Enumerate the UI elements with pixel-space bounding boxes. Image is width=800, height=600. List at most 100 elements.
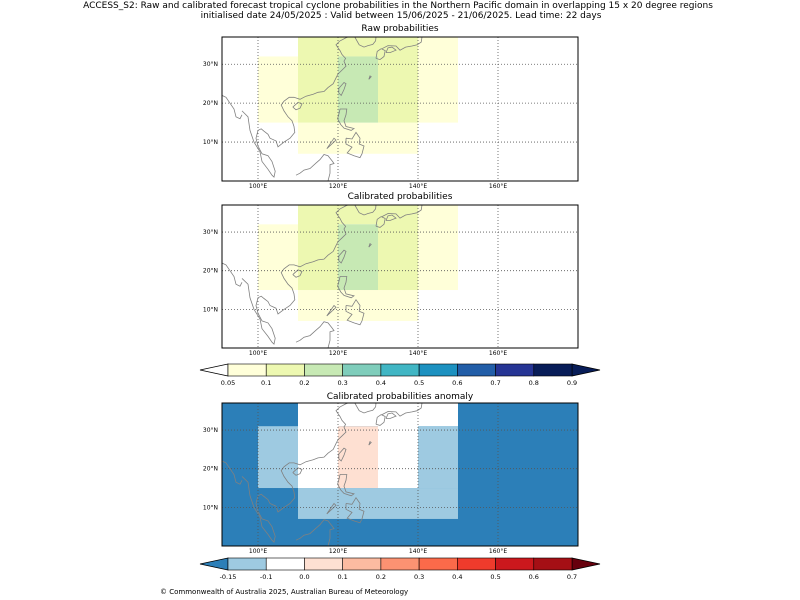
region-cell	[298, 122, 338, 154]
lat-tick-label: 20°N	[203, 268, 218, 275]
map-panel-2: Calibrated probabilities 100°E 120°E 140°E 1…	[203, 192, 579, 357]
coastline	[338, 249, 347, 264]
colorbar-segment	[457, 363, 496, 377]
colorbar-segment	[342, 363, 382, 377]
region-cell	[418, 426, 458, 489]
map-area	[222, 205, 578, 348]
coastline	[354, 403, 377, 414]
colorbar-segment	[227, 363, 267, 377]
lon-tick-label: 100°E	[249, 183, 267, 190]
colorbar-tick-label: 0.4	[452, 573, 462, 581]
colorbar-tick-label: -0.1	[260, 573, 273, 581]
colorbar-under-extension	[199, 557, 229, 571]
lon-tick-label: 140°E	[409, 548, 427, 555]
coastline	[345, 131, 365, 159]
region-cell	[418, 205, 458, 291]
coastline	[368, 242, 372, 248]
coastline	[354, 205, 377, 216]
lon-tick-label: 100°E	[249, 350, 267, 357]
region-cell	[258, 426, 298, 489]
colorbar-segment	[304, 363, 343, 377]
lat-tick-label: 10°N	[203, 139, 218, 146]
coastline	[326, 304, 337, 317]
coastline	[222, 262, 243, 287]
colorbar-segment	[265, 363, 305, 377]
colorbar-tick-label: 0.2	[376, 573, 386, 581]
region-cell	[338, 290, 378, 321]
colorbar-segment	[304, 557, 343, 571]
coastline	[375, 48, 386, 61]
colorbar-over-extension	[571, 557, 601, 571]
colorbar-segment	[227, 557, 267, 571]
region-cell	[378, 290, 418, 321]
colorbar-tick-label: 0.4	[376, 379, 386, 387]
colorbar-segment	[265, 557, 305, 571]
colorbar-tick-label: 0.1	[337, 573, 347, 581]
lat-tick-label: 30°N	[203, 61, 218, 68]
colorbar-tick-label: 0.6	[529, 573, 539, 581]
coastline	[375, 414, 386, 426]
coastline	[368, 440, 372, 446]
region-cell	[298, 290, 338, 321]
map-area	[222, 37, 578, 181]
colorbar-segment	[418, 363, 458, 377]
coastline	[337, 276, 355, 299]
lon-tick-label: 160°E	[489, 350, 507, 357]
colorbar-segment	[533, 557, 573, 571]
region-cell	[298, 205, 338, 291]
colorbar-tick-label: 0.7	[490, 379, 500, 387]
map-panels: Raw probabilities 100°E 120°E 140°E 160°E 10°…	[203, 24, 579, 555]
colorbar-tick-label: 0.5	[414, 379, 424, 387]
coastline	[337, 474, 355, 497]
lon-tick-label: 160°E	[489, 548, 507, 555]
coastline	[222, 95, 243, 120]
coastline	[337, 108, 355, 131]
coastline	[295, 519, 335, 546]
region-cell	[418, 37, 458, 123]
lon-tick-label: 120°E	[329, 350, 347, 357]
region-cell	[298, 488, 458, 519]
colorbar-segment	[380, 557, 420, 571]
lon-tick-label: 160°E	[489, 183, 507, 190]
coastline	[381, 37, 423, 51]
copyright-footer: © Commonwealth of Australia 2025, Austra…	[160, 588, 408, 596]
lat-tick-label: 10°N	[203, 306, 218, 313]
panel-title: Calibrated probabilities	[348, 192, 453, 202]
coastline	[381, 403, 423, 417]
region-cell	[338, 37, 378, 57]
figure-title: ACCESS_S2: Raw and calibrated forecast t…	[83, 1, 713, 11]
coastline	[222, 460, 243, 485]
coastline	[385, 412, 397, 419]
coastline	[385, 214, 397, 221]
colorbar-tick-label: 0.05	[221, 379, 235, 387]
lat-tick-label: 20°N	[203, 466, 218, 473]
region-cell	[338, 403, 378, 427]
coastline	[345, 298, 365, 326]
coastline	[345, 496, 365, 524]
region-cell	[258, 56, 298, 123]
lat-tick-label: 10°N	[203, 504, 218, 511]
lon-tick-label: 120°E	[329, 548, 347, 555]
region-cell	[338, 122, 378, 154]
lat-tick-label: 30°N	[203, 427, 218, 434]
colorbar-tick-label: 0.3	[414, 573, 424, 581]
region-cell	[418, 403, 458, 427]
coastline	[295, 321, 335, 348]
lon-tick-label: 120°E	[329, 183, 347, 190]
colorbar-segment	[495, 557, 535, 571]
colorbar-tick-label: 0.8	[529, 379, 539, 387]
region-cell	[378, 122, 418, 154]
colorbar-tick-label: 0.5	[490, 573, 500, 581]
coastline	[381, 205, 423, 219]
colorbar-over-extension	[571, 363, 601, 377]
panel-title: Calibrated probabilities anomaly	[327, 392, 474, 402]
coastline	[241, 205, 349, 345]
map-frame	[221, 36, 579, 182]
coastline	[338, 81, 347, 97]
coastline	[385, 46, 397, 53]
colorbar-tick-label: -0.15	[220, 573, 237, 581]
colorbar-tick-label: 0.9	[567, 379, 577, 387]
coastline	[338, 447, 347, 462]
colorbar-tick-label: 0.2	[299, 379, 309, 387]
